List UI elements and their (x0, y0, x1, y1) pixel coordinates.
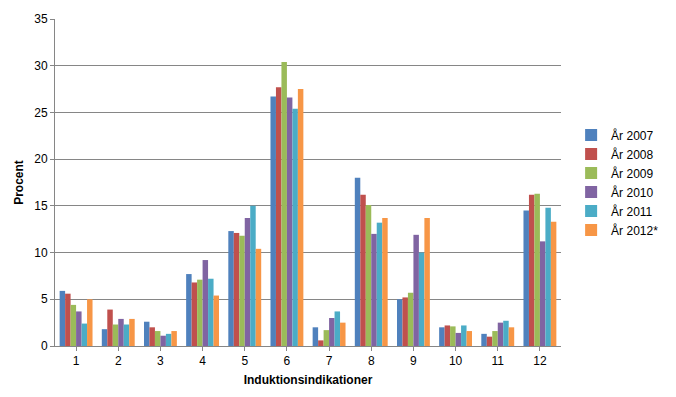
svg-text:30: 30 (34, 59, 48, 73)
svg-text:År 2008: År 2008 (611, 147, 653, 162)
svg-text:2: 2 (115, 354, 122, 368)
svg-text:Procent: Procent (12, 160, 26, 205)
svg-text:1: 1 (73, 354, 80, 368)
svg-text:25: 25 (34, 106, 48, 120)
svg-text:10: 10 (34, 246, 48, 260)
svg-text:5: 5 (241, 354, 248, 368)
svg-text:10: 10 (449, 354, 463, 368)
svg-text:År 2011: År 2011 (611, 204, 652, 219)
svg-text:15: 15 (34, 199, 48, 213)
svg-text:12: 12 (533, 354, 547, 368)
svg-text:6: 6 (284, 354, 291, 368)
svg-text:35: 35 (34, 12, 48, 26)
svg-text:9: 9 (410, 354, 417, 368)
svg-text:År 2007: År 2007 (611, 128, 653, 143)
svg-text:Induktionsindikationer: Induktionsindikationer (244, 373, 373, 387)
svg-text:8: 8 (368, 354, 375, 368)
svg-text:7: 7 (326, 354, 333, 368)
svg-text:3: 3 (157, 354, 164, 368)
svg-text:11: 11 (492, 354, 505, 368)
svg-text:4: 4 (199, 354, 206, 368)
svg-text:0: 0 (41, 339, 48, 353)
svg-text:År 2009: År 2009 (611, 166, 653, 181)
svg-text:År 2010: År 2010 (611, 185, 653, 200)
svg-text:20: 20 (34, 152, 48, 166)
svg-text:5: 5 (41, 292, 48, 306)
svg-text:År 2012*: År 2012* (611, 223, 658, 238)
